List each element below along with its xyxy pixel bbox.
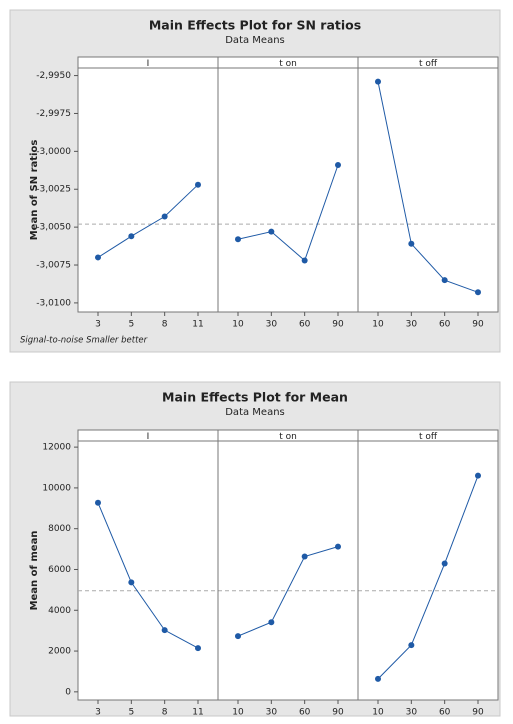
x-tick-label: 10 xyxy=(372,320,384,330)
x-tick-label: 5 xyxy=(128,320,134,330)
x-tick-label: 11 xyxy=(192,320,203,330)
y-tick-label: -3,0100 xyxy=(36,298,71,308)
data-point xyxy=(95,254,101,261)
x-tick-label: 90 xyxy=(472,320,484,330)
y-tick-label: 0 xyxy=(65,687,71,697)
x-tick-label: 3 xyxy=(95,320,101,330)
effect-line xyxy=(97,502,199,649)
data-point xyxy=(268,619,275,626)
x-tick-label: 10 xyxy=(232,320,244,330)
data-point xyxy=(128,579,135,586)
x-tick-label: 30 xyxy=(266,320,278,330)
plot-area xyxy=(77,56,499,313)
y-tick-label: -3,0075 xyxy=(36,261,71,271)
data-point xyxy=(441,560,448,567)
data-point xyxy=(441,277,448,284)
data-point xyxy=(161,213,168,220)
y-tick-label: -2,9975 xyxy=(36,109,71,119)
y-axis-label: Mean of SN ratios xyxy=(29,140,40,241)
data-point xyxy=(301,553,308,560)
x-tick-label: 30 xyxy=(406,708,418,718)
y-tick-label: -2,9950 xyxy=(36,71,71,81)
y-tick-label: 6000 xyxy=(48,565,71,575)
x-tick-label: 10 xyxy=(372,708,384,718)
chart-subtitle: Data Means xyxy=(225,407,285,418)
y-tick-label: -3,0025 xyxy=(36,185,71,195)
x-tick-label: 8 xyxy=(162,320,168,330)
x-tick-label: 5 xyxy=(128,708,134,718)
y-tick-label: 8000 xyxy=(48,524,71,534)
data-point xyxy=(475,472,481,479)
x-tick-label: 3 xyxy=(95,708,101,718)
y-tick-label: -3,0000 xyxy=(36,147,71,157)
y-tick-label: 2000 xyxy=(48,647,71,657)
chart-title: Main Effects Plot for SN ratios xyxy=(149,18,361,33)
panel-label: t on xyxy=(279,432,297,442)
panel-label: I xyxy=(147,59,150,69)
data-point xyxy=(335,543,341,550)
panel-label: t off xyxy=(419,432,438,442)
data-point xyxy=(375,78,381,85)
x-tick-label: 60 xyxy=(439,708,451,718)
x-tick-label: 60 xyxy=(299,708,311,718)
x-tick-label: 60 xyxy=(299,320,311,330)
effect-line xyxy=(377,81,479,293)
chart-subtitle: Data Means xyxy=(225,35,285,46)
x-tick-label: 8 xyxy=(162,708,168,718)
data-point xyxy=(301,257,308,264)
data-point xyxy=(128,233,135,240)
data-point xyxy=(408,642,415,649)
chart-title: Main Effects Plot for Mean xyxy=(162,390,348,405)
x-tick-label: 60 xyxy=(439,320,451,330)
plot-area xyxy=(77,429,499,701)
y-tick-label: 4000 xyxy=(48,606,71,616)
panel-label: t on xyxy=(279,59,297,69)
x-tick-label: 11 xyxy=(192,708,203,718)
data-point xyxy=(235,236,241,243)
effect-line xyxy=(237,164,339,262)
x-tick-label: 10 xyxy=(232,708,244,718)
data-point xyxy=(195,645,201,652)
x-tick-label: 30 xyxy=(266,708,278,718)
x-tick-label: 90 xyxy=(332,320,344,330)
data-point xyxy=(475,289,481,296)
effect-line xyxy=(97,184,199,258)
y-axis-label: Mean of mean xyxy=(29,531,40,611)
x-tick-label: 90 xyxy=(472,708,484,718)
data-point xyxy=(95,499,101,506)
panel-label: I xyxy=(147,432,150,442)
x-tick-label: 90 xyxy=(332,708,344,718)
data-point xyxy=(375,675,381,682)
panel-label: t off xyxy=(419,59,438,69)
effect-line xyxy=(377,475,479,680)
data-point xyxy=(408,240,415,247)
y-tick-label: -3,0050 xyxy=(36,223,71,233)
effect-line xyxy=(237,546,339,637)
x-tick-label: 30 xyxy=(406,320,418,330)
footnote: Signal-to-noise Smaller better xyxy=(20,336,148,346)
y-tick-label: 12000 xyxy=(42,443,71,453)
data-point xyxy=(335,161,341,168)
data-point xyxy=(195,181,201,188)
data-point xyxy=(161,627,168,634)
data-point xyxy=(268,228,275,235)
y-tick-label: 10000 xyxy=(42,483,71,493)
data-point xyxy=(235,633,241,640)
